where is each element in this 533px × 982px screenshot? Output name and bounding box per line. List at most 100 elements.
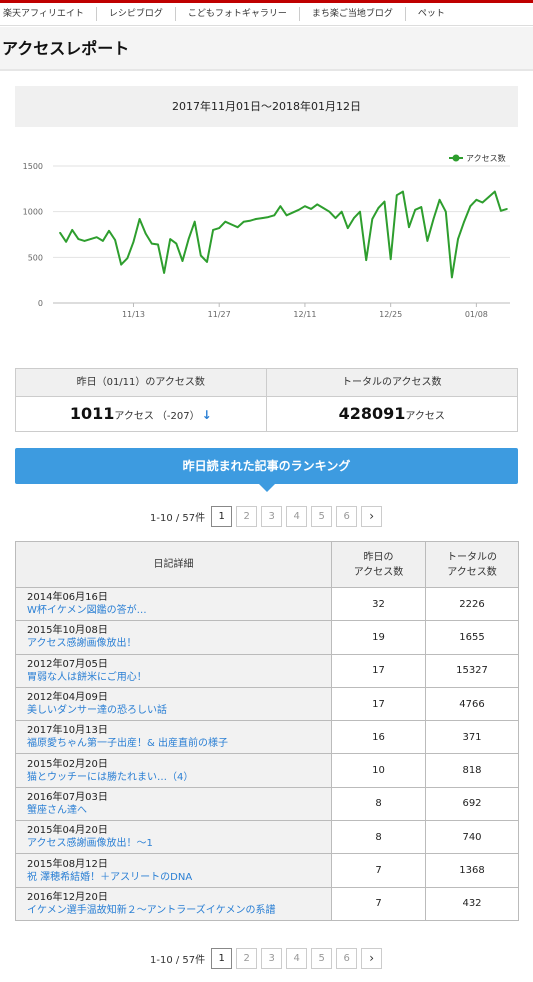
- article-link[interactable]: イケメン選手温故知新２〜アントラーズイケメンの系譜: [27, 904, 276, 916]
- data-point: [206, 261, 208, 263]
- page-button-4[interactable]: 4: [286, 506, 308, 527]
- article-link[interactable]: W杯イケメン図鑑の答が…: [27, 605, 147, 617]
- data-point: [304, 205, 306, 207]
- article-link[interactable]: 蟹座さん達へ: [27, 804, 87, 816]
- data-point: [169, 238, 172, 240]
- data-point: [371, 218, 374, 220]
- col-header-total: トータルの アクセス数: [425, 541, 519, 588]
- table-row: 2015年10月08日 アクセス感謝画像放出！ 19 1655: [15, 620, 519, 655]
- page-button-1[interactable]: 1: [211, 948, 233, 969]
- page-button-5[interactable]: 5: [311, 506, 333, 527]
- data-point: [457, 238, 459, 240]
- y-tick-label: 1000: [23, 208, 43, 217]
- data-point: [322, 207, 325, 209]
- data-point: [261, 217, 263, 219]
- article-link[interactable]: 美しいダンサー達の恐ろしい話: [27, 705, 167, 717]
- data-point: [114, 239, 116, 241]
- data-point: [359, 210, 361, 213]
- page-button-5[interactable]: 5: [311, 948, 333, 969]
- page-button-6[interactable]: 6: [336, 948, 358, 969]
- article-date: 2015年02月20日: [27, 758, 108, 770]
- pager-bottom: 1-10 / 57件 1 2 3 4 5 6 ›: [150, 948, 383, 969]
- yesterday-access-cell: 17: [331, 653, 426, 688]
- article-date: 2012年07月05日: [27, 658, 108, 670]
- data-point: [383, 200, 386, 203]
- data-point: [120, 263, 123, 266]
- y-tick-label: 0: [38, 299, 43, 308]
- col-header-yesterday: 昨日の アクセス数: [331, 541, 426, 588]
- article-link[interactable]: 祝 澤穂希結婚！＋アスリートのDNA: [27, 871, 193, 883]
- article-date: 2016年07月03日: [27, 791, 108, 803]
- yesterday-access-delta: （-207）: [156, 411, 200, 422]
- article-date: 2014年06月16日: [27, 592, 108, 604]
- access-line-chart: 0 500 1000 1500 11/13 11/27 12/11 12/25 01/08 アクセ…: [23, 153, 510, 319]
- data-point: [193, 220, 196, 223]
- total-access-cell: 1655: [425, 620, 519, 655]
- data-point: [481, 201, 484, 204]
- page-button-2[interactable]: 2: [236, 506, 258, 527]
- nav-pet[interactable]: ペット: [417, 9, 445, 19]
- total-access-cell: 692: [425, 786, 519, 822]
- access-chart: 0 500 1000 1500 11/13 11/27 12/11 12/25 01/08 アクセ…: [15, 145, 518, 335]
- page-button-2[interactable]: 2: [236, 948, 258, 969]
- nav-rakuten-affiliate[interactable]: 楽天アフィリエイト: [0, 7, 97, 21]
- article-detail-cell: 2012年07月05日 胃弱な人は餅米にご用心！: [15, 653, 332, 688]
- pager-count: 1-10 / 57件: [150, 513, 206, 524]
- data-point: [230, 223, 233, 226]
- total-access-cell: 740: [425, 820, 519, 855]
- page-button-4[interactable]: 4: [286, 948, 308, 969]
- y-tick-label: 500: [28, 253, 43, 262]
- data-point: [444, 210, 447, 213]
- data-point: [255, 218, 257, 220]
- nav-recipe-blog[interactable]: レシピブログ: [109, 7, 176, 21]
- pager-count: 1-10 / 57件: [150, 955, 206, 966]
- data-point: [200, 254, 202, 257]
- data-point: [493, 190, 496, 193]
- nav-machiraku-blog[interactable]: まち楽ご当地ブログ: [312, 7, 406, 21]
- data-point: [402, 190, 404, 193]
- total-access-cell: 818: [425, 753, 519, 788]
- data-point: [279, 205, 282, 207]
- ranking-header-row: 日記詳細 昨日の アクセス数 トータルの アクセス数: [15, 541, 519, 588]
- article-link[interactable]: 福原愛ちゃん第一子出産！& 出産直前の様子: [27, 738, 228, 750]
- data-point: [328, 210, 331, 213]
- nav-kids-photo-gallery[interactable]: こどもフォトギャラリー: [188, 7, 300, 21]
- article-date: 2017年10月13日: [27, 725, 108, 737]
- table-row: 2012年04月09日 美しいダンサー達の恐ろしい話 17 4766: [15, 686, 519, 722]
- data-point: [151, 242, 153, 245]
- data-point: [71, 229, 74, 231]
- yesterday-access-cell: 8: [331, 786, 426, 822]
- ranking-banner: 昨日読まれた記事のランキング: [15, 448, 518, 492]
- yesterday-access-cell: 10: [331, 753, 426, 788]
- page-button-3[interactable]: 3: [261, 948, 283, 969]
- yesterday-access-cell: 7: [331, 853, 426, 888]
- data-point: [426, 240, 429, 242]
- page-button-1[interactable]: 1: [211, 506, 233, 527]
- data-point: [420, 206, 423, 208]
- data-point: [432, 218, 435, 220]
- data-point: [285, 214, 288, 217]
- article-detail-cell: 2015年10月08日 アクセス感謝画像放出！: [15, 620, 332, 655]
- col-header-detail: 日記詳細: [15, 541, 332, 588]
- page-button-3[interactable]: 3: [261, 506, 283, 527]
- data-point: [175, 242, 178, 245]
- article-date: 2016年12月20日: [27, 891, 108, 903]
- yesterday-access-cell: 16: [331, 720, 426, 755]
- data-point: [236, 226, 239, 228]
- table-row: 2016年07月03日 蟹座さん達へ 8 692: [15, 786, 519, 822]
- yesterday-access-cell: 32: [331, 586, 426, 622]
- data-point: [463, 220, 465, 223]
- article-detail-cell: 2012年04月09日 美しいダンサー達の恐ろしい話: [15, 686, 332, 722]
- article-link[interactable]: 胃弱な人は餅米にご用心！: [27, 671, 147, 683]
- article-detail-cell: 2016年12月20日 イケメン選手温故知新２〜アントラーズイケメンの系譜: [15, 886, 332, 921]
- table-row: 2014年06月16日 W杯イケメン図鑑の答が… 32 2226: [15, 586, 519, 622]
- article-link[interactable]: 猫とウッチーには勝たれまい…（4）: [27, 771, 194, 783]
- data-point: [157, 243, 159, 246]
- data-point: [273, 214, 276, 217]
- arrow-down-icon: ↓: [201, 408, 212, 422]
- next-page-button[interactable]: ›: [361, 948, 383, 969]
- next-page-button[interactable]: ›: [361, 506, 383, 527]
- article-link[interactable]: アクセス感謝画像放出！〜1: [27, 838, 153, 850]
- article-link[interactable]: アクセス感謝画像放出！: [27, 638, 137, 650]
- page-button-6[interactable]: 6: [336, 506, 358, 527]
